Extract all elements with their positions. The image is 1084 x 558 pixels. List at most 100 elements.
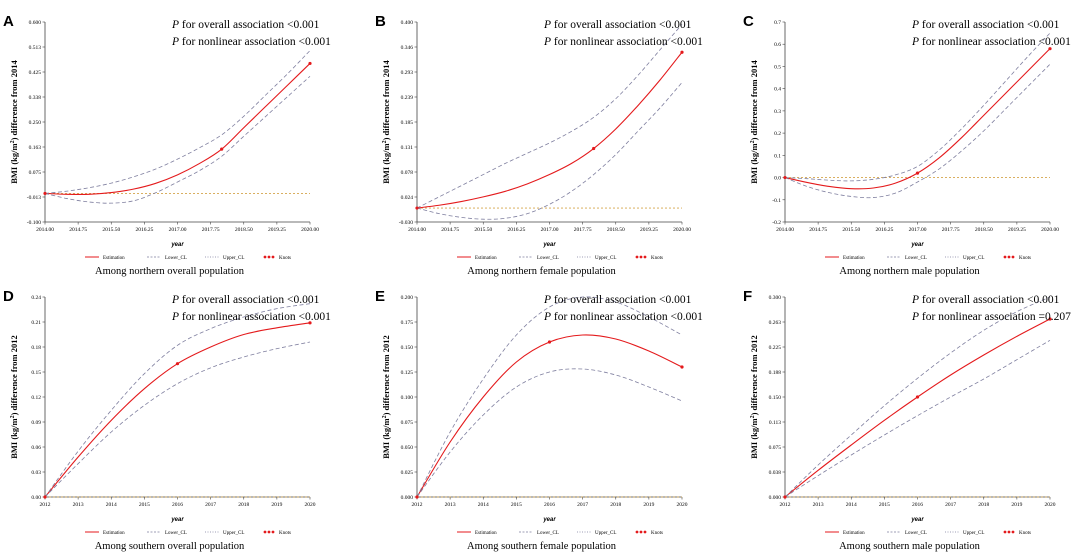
legend-lower-label: Lower_CL [165,256,187,261]
x-tick-label: 2013 [73,502,84,508]
x-tick-label: 2020.00 [301,227,319,233]
y-tick-label: 0.425 [29,70,42,76]
y-tick-label: 0.513 [29,45,42,51]
knot-point [308,321,312,325]
x-tick-label: 2015.50 [474,227,492,233]
legend-knots-label: Knots [651,256,663,261]
legend-upper-label: Upper_CL [963,256,984,261]
x-tick-label: 2016 [544,502,555,508]
y-tick-label: 0.000 [401,495,414,501]
knot-point [547,340,552,344]
x-tick-label: 2020 [1045,502,1056,508]
y-tick-label: 0.03 [31,470,41,476]
legend: Estimation Lower_CL Upper_CL Knots [85,255,291,261]
legend-knots-swatch [1011,255,1015,259]
x-tick-label: 2014.00 [776,227,794,233]
series-upper-cl [784,296,1051,498]
x-axis-title: year [910,517,924,523]
legend-knots-swatch [1011,530,1015,534]
legend-upper-label: Upper_CL [223,256,244,261]
knot-point [220,147,224,151]
legend-knots-swatch [267,255,271,259]
x-axis-title: year [170,242,184,248]
x-tick-label: 2015.50 [842,227,860,233]
legend-upper-label: Upper_CL [963,531,984,536]
p-overall-text: P for overall association <0.001 [543,19,692,31]
y-tick-label: 0.00 [31,495,41,501]
p-nonlinear-text: P for nonlinear association <0.001 [543,311,703,323]
y-tick-label: 0.3 [774,109,781,115]
legend-knots-label: Knots [1019,256,1031,261]
legend-upper-label: Upper_CL [595,256,616,261]
knot-point [680,50,684,54]
y-tick-label: 0.7 [774,20,781,26]
x-tick-label: 2015 [511,502,522,508]
x-tick-label: 2017.75 [574,227,592,233]
y-tick-label: 0.338 [29,95,42,101]
legend-knots-swatch [1007,255,1011,259]
y-tick-label: 0.5 [774,64,781,70]
knot-point [1048,47,1052,51]
series-lower-cl [784,63,1051,199]
knot-point [43,495,47,499]
y-tick-label: 0.21 [31,320,41,326]
y-axis-title: BMI (kg/m2) difference from 2014 [9,59,19,183]
y-tick-label: 0.0 [774,176,781,182]
y-tick-label: 0.075 [401,420,414,426]
p-overall-text: P for overall association <0.001 [911,19,1060,31]
x-tick-label: 2014.75 [69,227,87,233]
legend-upper-label: Upper_CL [223,531,244,536]
x-tick-label: 2019.25 [640,227,658,233]
x-axis-title: year [542,517,556,523]
y-tick-label: 0.24 [31,295,41,301]
y-tick-label: 0.06 [31,445,41,451]
x-tick-label: 2012 [780,502,791,508]
y-tick-label: 0.100 [401,395,414,401]
x-tick-label: 2017.00 [909,227,927,233]
x-tick-label: 2018.50 [607,227,625,233]
legend: Estimation Lower_CL Upper_CL Knots [85,530,291,536]
legend-knots-swatch [639,255,643,259]
x-tick-label: 2017 [205,502,216,508]
series-estimation [44,322,311,498]
x-axis-title: year [910,242,924,248]
y-tick-label: 0.163 [29,145,42,151]
y-tick-label: 0.293 [401,70,414,76]
series-lower-cl [44,341,311,498]
knot-point [680,365,684,369]
x-tick-label: 2018 [238,502,249,508]
legend-lower-label: Lower_CL [537,531,559,536]
y-tick-label: 0.346 [401,45,414,51]
x-tick-label: 2017 [945,502,956,508]
y-axis-title: BMI (kg/m2) difference from 2014 [381,59,391,183]
panel-b: B -0.030 0.024 0.078 0.131 0.185 0.239 0.293 0.3… [375,13,703,277]
y-axis-title: BMI (kg/m2) difference from 2014 [749,59,759,183]
legend-knots-swatch [263,255,267,259]
series-upper-cl [44,303,311,498]
series-estimation [44,63,311,195]
legend-knots-swatch [1003,530,1007,534]
legend-lower-label: Lower_CL [537,256,559,261]
x-tick-label: 2019 [643,502,654,508]
legend-estimation-label: Estimation [843,256,865,261]
x-tick-label: 2014 [106,502,117,508]
series-estimation [784,48,1051,190]
p-overall-text: P for overall association <0.001 [911,294,1060,306]
legend-knots-swatch [1007,530,1011,534]
p-nonlinear-text: P for nonlinear association <0.001 [171,311,331,323]
p-overall-text: P for overall association <0.001 [171,294,320,306]
panel-caption: Among southern overall population [95,541,245,552]
knot-point [783,495,787,499]
x-tick-label: 2018.50 [975,227,993,233]
knot-point [43,191,47,196]
x-tick-label: 2018 [978,502,989,508]
x-tick-label: 2017.00 [169,227,187,233]
y-tick-label: -0.2 [772,220,781,226]
legend-lower-label: Lower_CL [905,531,927,536]
y-tick-label: 0.4 [774,87,781,93]
series-lower-cl [784,339,1051,498]
y-tick-label: 0.150 [769,395,782,401]
panel-a: A -0.100 -0.013 0.075 0.163 0.250 0.338 0.425 0.… [3,13,331,277]
y-tick-label: 0.025 [401,470,414,476]
